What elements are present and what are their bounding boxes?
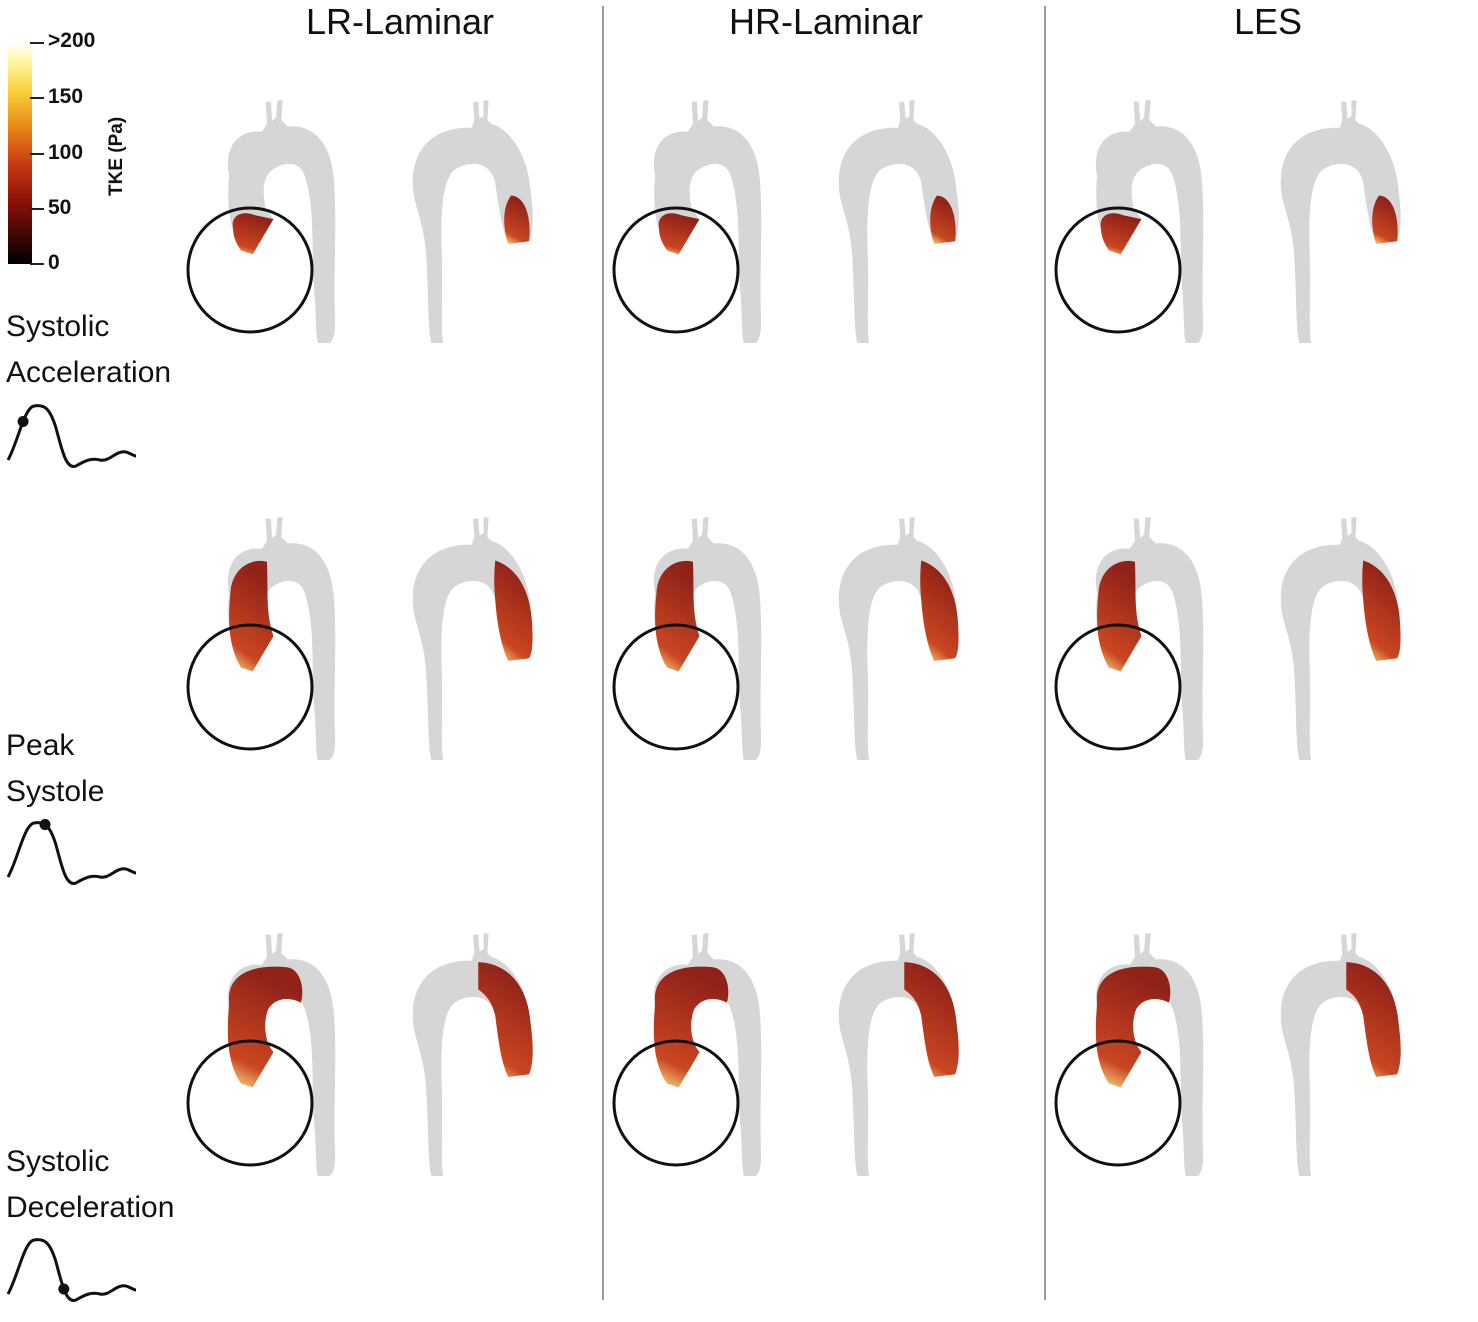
aorta-shape <box>412 100 533 344</box>
column-divider <box>602 6 604 1300</box>
tke-region <box>227 966 303 1088</box>
colorbar-tick-label: 150 <box>48 85 84 108</box>
highlight-circle-ring <box>612 206 740 334</box>
colorbar-tick <box>30 153 44 155</box>
tke-region <box>653 966 729 1088</box>
tke-region <box>504 195 530 244</box>
colorbar-tick <box>30 263 44 265</box>
tke-region <box>229 560 274 672</box>
aorta-front-view <box>227 517 336 761</box>
tke-region <box>1100 213 1142 255</box>
highlight-circle-ring <box>186 1039 314 1167</box>
aorta-shape <box>1095 100 1204 344</box>
row-label-line1: Systolic <box>6 310 110 343</box>
row-label-line2: Acceleration <box>6 356 172 389</box>
colorbar-tick-label: 100 <box>48 141 84 164</box>
highlight-circle <box>186 1039 314 1167</box>
aorta-back-view <box>1280 517 1401 761</box>
aorta-front-view <box>1095 517 1204 761</box>
tke-region <box>478 962 533 1077</box>
aorta-shape <box>653 100 762 344</box>
tke-region <box>1372 195 1398 244</box>
tke-region <box>655 560 700 672</box>
aorta-back-view <box>1280 933 1401 1177</box>
column-title-les: LES <box>1233 1 1303 42</box>
highlight-circle <box>1054 623 1182 751</box>
phase-marker <box>58 1283 70 1295</box>
flow-waveform-icon <box>6 1238 137 1302</box>
tke-region <box>1362 560 1401 661</box>
aorta-back-view <box>1280 100 1401 344</box>
colorbar-tick-label: >200 <box>48 29 96 52</box>
column-title-lr-laminar: LR-Laminar <box>305 1 495 42</box>
highlight-circle-ring <box>1054 206 1182 334</box>
row-label-peak-systole: Peak Systole <box>6 723 104 815</box>
aorta-front-view <box>227 933 336 1177</box>
row-label-line1: Peak <box>6 729 75 762</box>
highlight-circle <box>186 623 314 751</box>
highlight-circle <box>612 1039 740 1167</box>
tke-region <box>920 560 959 661</box>
colorbar-tick-label: 50 <box>48 196 72 219</box>
row-label-line1: Systolic <box>6 1145 110 1178</box>
highlight-circle-ring <box>612 1039 740 1167</box>
aorta-back-view <box>838 100 959 344</box>
tke-colorbar: >200 150 100 50 0 TKE (Pa) <box>8 28 138 278</box>
aorta-back-view <box>838 933 959 1177</box>
aorta-shape <box>838 100 959 344</box>
tke-region <box>494 560 533 661</box>
tke-region <box>232 213 274 255</box>
tke-region <box>1346 962 1401 1077</box>
colorbar-tick <box>30 208 44 210</box>
highlight-circle <box>186 206 314 334</box>
tke-region <box>930 195 956 244</box>
highlight-circle-ring <box>612 623 740 751</box>
aorta-shape <box>1280 100 1401 344</box>
phase-marker <box>39 819 51 831</box>
highlight-circle <box>612 206 740 334</box>
phase-marker <box>17 416 29 428</box>
aorta-front-view <box>653 100 762 344</box>
flow-waveform-icon <box>6 819 137 885</box>
colorbar-tick <box>30 97 44 99</box>
highlight-circle-ring <box>1054 1039 1182 1167</box>
highlight-circle-ring <box>1054 623 1182 751</box>
row-label-line2: Systole <box>6 775 105 808</box>
tke-region <box>1097 560 1142 672</box>
aorta-back-view <box>412 100 533 344</box>
aorta-front-view <box>1095 100 1204 344</box>
aorta-shape <box>227 100 336 344</box>
tke-region <box>658 213 700 255</box>
column-divider <box>1044 6 1046 1300</box>
colorbar-tick <box>30 42 44 44</box>
aorta-front-view <box>653 933 762 1177</box>
colorbar-tick-label: 0 <box>48 251 60 274</box>
tke-region <box>1095 966 1171 1088</box>
aorta-front-view <box>1095 933 1204 1177</box>
aorta-back-view <box>838 517 959 761</box>
row-label-line2: Deceleration <box>6 1191 175 1224</box>
flow-waveform-icon <box>6 404 137 468</box>
aorta-front-view <box>227 100 336 344</box>
aorta-back-view <box>412 933 533 1177</box>
aorta-back-view <box>412 517 533 761</box>
colorbar-title: TKE (Pa) <box>106 116 127 196</box>
colorbar-gradient <box>8 42 32 264</box>
highlight-circle <box>1054 206 1182 334</box>
highlight-circle <box>1054 1039 1182 1167</box>
tke-region <box>904 962 959 1077</box>
column-title-hr-laminar: HR-Laminar <box>728 1 924 42</box>
highlight-circle-ring <box>186 206 314 334</box>
aorta-front-view <box>653 517 762 761</box>
row-label-systolic-acceleration: Systolic Acceleration <box>6 304 171 396</box>
highlight-circle <box>612 623 740 751</box>
row-label-systolic-deceleration: Systolic Deceleration <box>6 1139 174 1231</box>
highlight-circle-ring <box>186 623 314 751</box>
